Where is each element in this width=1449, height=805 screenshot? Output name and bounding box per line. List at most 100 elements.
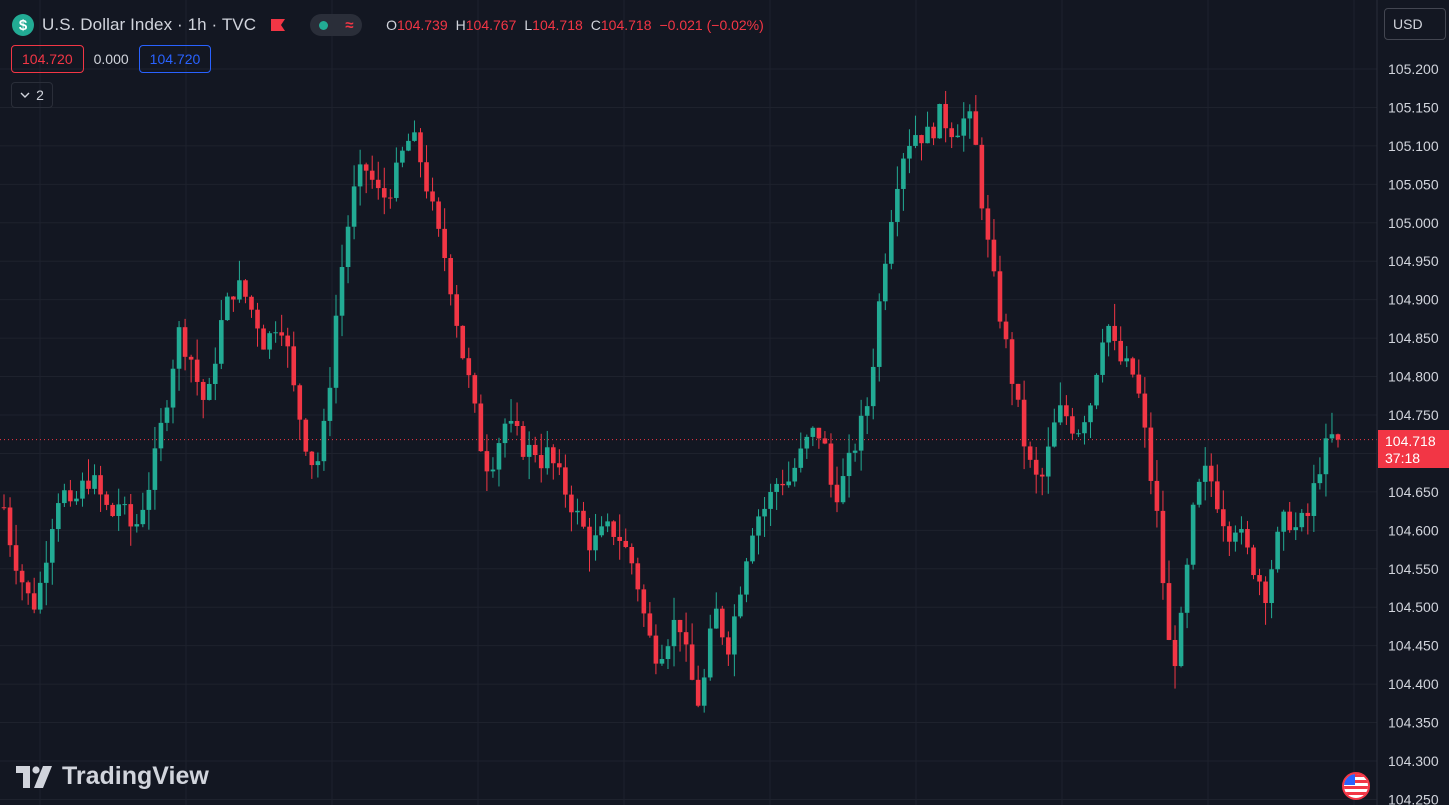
candle: [943, 90, 948, 143]
candle-body: [955, 135, 961, 138]
candle-body: [1021, 399, 1027, 447]
candle: [563, 454, 568, 508]
candle-body: [1039, 474, 1045, 477]
tradingview-logo[interactable]: TradingView: [16, 762, 209, 791]
candle-body: [864, 406, 870, 416]
candle-body: [1251, 547, 1256, 576]
candle-body: [605, 521, 610, 527]
candle-body: [967, 111, 973, 119]
red-flag-icon[interactable]: [270, 18, 286, 32]
price-tick-label: 104.350: [1388, 715, 1439, 731]
candle: [1305, 503, 1311, 535]
candle-body: [502, 423, 508, 444]
candle: [919, 134, 924, 161]
candle: [212, 347, 218, 401]
candle: [629, 543, 635, 575]
candle-body: [1221, 509, 1226, 527]
price-tick-label: 104.400: [1388, 676, 1439, 692]
buy-button[interactable]: 104.720: [138, 45, 212, 73]
candle-body: [647, 613, 653, 636]
candle-body: [200, 381, 206, 400]
candle: [1106, 324, 1111, 357]
candle: [1033, 446, 1039, 494]
dollar-symbol-icon: $: [12, 14, 34, 36]
candle: [520, 421, 526, 460]
candle-body: [1227, 526, 1232, 542]
candle-body: [249, 296, 254, 310]
candle-body: [1009, 339, 1015, 384]
candle: [1269, 559, 1274, 619]
currency-button[interactable]: USD: [1384, 8, 1446, 40]
candle: [1094, 373, 1099, 410]
candle-body: [466, 358, 472, 376]
candle: [985, 194, 991, 258]
candle-body: [1076, 433, 1081, 435]
symbol-title[interactable]: U.S. Dollar Index · 1h · TVC: [42, 15, 257, 34]
price-tick-label: 104.450: [1388, 638, 1439, 654]
candle-body: [756, 516, 761, 536]
candle: [834, 466, 840, 513]
candle: [695, 665, 701, 708]
candle: [1311, 464, 1317, 532]
candle: [1221, 490, 1226, 542]
candle: [357, 149, 363, 206]
candle-body: [339, 267, 345, 316]
candle-body: [225, 296, 230, 321]
candle: [876, 293, 882, 382]
candle-body: [665, 646, 671, 660]
candle: [623, 528, 629, 549]
candle-body: [212, 363, 218, 384]
candle-body: [786, 481, 792, 486]
candle: [768, 483, 773, 526]
candle-body: [804, 436, 810, 449]
candle: [1118, 326, 1123, 365]
candle: [514, 402, 520, 436]
candle-body: [629, 547, 635, 564]
ohlc-close-key: C: [590, 17, 601, 33]
us-flag-icon[interactable]: [1342, 772, 1370, 800]
candle-body: [454, 294, 460, 326]
candle-body: [1233, 532, 1238, 542]
candle: [508, 399, 514, 433]
candle: [460, 325, 466, 360]
sell-button[interactable]: 104.720: [11, 45, 84, 73]
candle-body: [1172, 639, 1178, 667]
candle: [418, 128, 423, 178]
candle-body: [810, 427, 816, 437]
candle-body: [104, 494, 109, 505]
price-tick-label: 105.050: [1388, 176, 1439, 192]
candle: [315, 452, 321, 478]
candle: [345, 215, 351, 284]
candle-body: [1082, 422, 1087, 434]
indicators-collapse-button[interactable]: 2: [11, 82, 53, 108]
candle-body: [1154, 480, 1160, 511]
candle-body: [569, 494, 574, 513]
last-price-label: 104.718 37:18: [1378, 430, 1449, 468]
candle-body: [25, 582, 31, 594]
candle: [750, 528, 755, 564]
candle-body: [557, 463, 562, 468]
candle-body: [1124, 358, 1130, 362]
market-status-pill[interactable]: ≈: [310, 14, 363, 36]
candle: [297, 383, 303, 440]
candle-body: [882, 263, 888, 302]
candle-body: [599, 526, 604, 536]
candle-body: [13, 545, 19, 571]
candle: [822, 431, 828, 445]
candle: [1251, 544, 1256, 580]
candle: [1154, 460, 1160, 528]
candle-body: [146, 489, 152, 510]
candle-body: [1305, 512, 1311, 516]
candle: [128, 493, 134, 546]
candle: [587, 517, 592, 572]
spread-value: 0.000: [93, 51, 129, 67]
candle: [249, 295, 254, 318]
candle-body: [1166, 583, 1172, 640]
candle: [1184, 558, 1190, 629]
candle: [641, 584, 647, 627]
candle-body: [351, 186, 357, 227]
candle: [726, 631, 731, 666]
candle-body: [19, 570, 25, 583]
candle-body: [587, 526, 592, 551]
